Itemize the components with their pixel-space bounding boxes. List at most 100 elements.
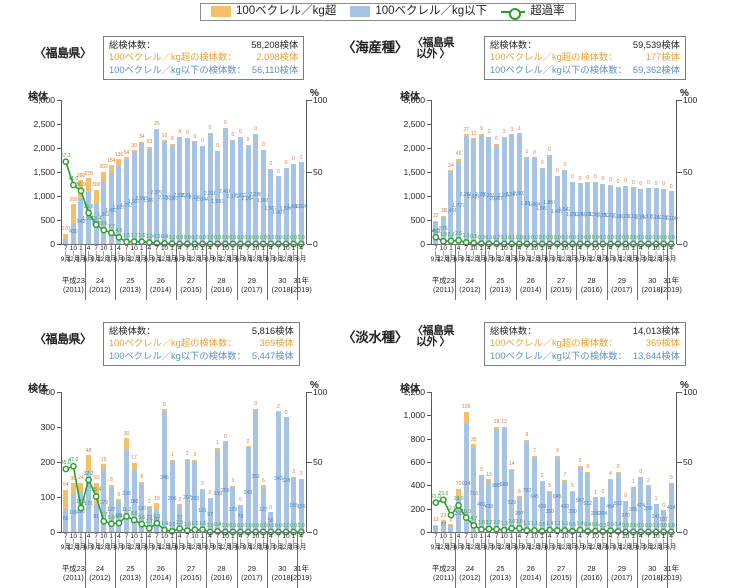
rate-label: 0.0 — [252, 524, 259, 529]
y-tick-label: 2,500 — [33, 119, 55, 129]
rate-label: 7.7 — [108, 225, 115, 230]
rate-label: 0.0 — [523, 236, 530, 241]
summary-total-row: 総検体数：5,816検体 — [109, 325, 294, 337]
legend-item-rate: 超過率 — [501, 6, 565, 18]
rate-label: 57.1 — [61, 154, 71, 159]
summary-over-value: 369検体 — [646, 337, 680, 349]
rate-label: 7.7 — [100, 513, 107, 518]
legend-label-rate: 超過率 — [530, 6, 565, 18]
rate-label: 0.0 — [290, 236, 297, 241]
summary-over-label: 100ベクレル／kg超の検体数： — [109, 337, 237, 349]
rate-label: 0.9 — [607, 523, 614, 528]
rate-label: 0.0 — [298, 236, 305, 241]
rate-line-marker — [471, 523, 476, 528]
rate-label: 1.4 — [577, 522, 584, 527]
rate-label: 2.0 — [493, 521, 500, 526]
x-year-era: 31年 — [278, 276, 324, 285]
rate-line-marker — [448, 238, 453, 243]
y2-tick-label: 50 — [313, 167, 323, 177]
rate-label: 0.5 — [539, 523, 546, 528]
rate-label: 23.0 — [438, 492, 448, 497]
rate-label: 0.0 — [516, 236, 523, 241]
y2-tick-mark — [307, 392, 312, 393]
rate-label: 4.6 — [115, 229, 122, 234]
x-month-end: 6月 — [296, 544, 306, 551]
rate-label: 0.0 — [222, 236, 229, 241]
rate-label: 0.0 — [554, 236, 561, 241]
summary-total-value: 58,208検体 — [251, 39, 298, 51]
y-tick-label: 0 — [420, 239, 425, 249]
rate-label: 1.1 — [554, 522, 561, 527]
rate-line-marker — [486, 526, 491, 531]
legend-swatch-over-icon — [211, 6, 231, 17]
summary-total-value: 14,013検体 — [633, 325, 680, 337]
rate-line-marker — [101, 519, 106, 524]
x-year-western: (2019) — [278, 573, 324, 582]
y2-tick-mark — [677, 532, 682, 533]
rate-line-marker — [94, 222, 99, 227]
x-year-era: 31年 — [648, 564, 694, 573]
y-tick-label: 600 — [411, 457, 425, 467]
rate-label: 0.0 — [622, 524, 629, 529]
rate-label: 1.5 — [191, 522, 198, 527]
rate-line-marker — [78, 188, 83, 193]
rate-line-marker — [86, 210, 91, 215]
x-year-label: 31年(2019) — [278, 564, 324, 582]
rate-label: 0.0 — [668, 524, 675, 529]
rate-label: 5.6 — [138, 516, 145, 521]
rate-label: 2.7 — [146, 520, 153, 525]
legend-label-over: 100ベクレル／kg超 — [236, 6, 336, 18]
rate-label: 37.2 — [84, 472, 94, 477]
rate-line-marker — [509, 526, 514, 531]
rate-label: 0.4 — [615, 523, 622, 528]
y2-tick-label: 100 — [313, 95, 327, 105]
rate-label: 1.4 — [161, 522, 168, 527]
y2-tick-label: 100 — [313, 387, 327, 397]
rate-label: 1.6 — [199, 522, 206, 527]
rate-label: 0.0 — [252, 236, 259, 241]
panel-pref-label-marine-non-fukushima: 〈福島県以外 〉 — [412, 38, 454, 60]
summary-under-row: 100ベクレル／kg以下の検体数：5,447検体 — [109, 350, 294, 362]
x-year-label: 31年(2019) — [648, 276, 694, 294]
y2-tick-mark — [677, 392, 682, 393]
rate-label: 1.8 — [478, 521, 485, 526]
summary-over-label: 100ベクレル／kg超の検体数： — [109, 51, 237, 63]
y-tick-label: 1,500 — [403, 167, 425, 177]
rate-line-layer — [62, 392, 305, 532]
rate-line-marker — [109, 521, 114, 526]
rate-label: 0.4 — [214, 523, 221, 528]
summary-under-label: 100ベクレル／kg以下の検体数： — [490, 350, 627, 362]
legend-label-under: 100ベクレル／kg以下 — [375, 6, 487, 18]
rate-line-marker — [456, 238, 461, 243]
y-tick-label: 100 — [41, 492, 55, 502]
y2-tick-label: 0 — [313, 527, 318, 537]
x-year-western: (2019) — [278, 285, 324, 294]
rate-label: 1.1 — [523, 522, 530, 527]
rate-label: 4.7 — [432, 229, 439, 234]
y2-tick-label: 100 — [683, 387, 697, 397]
rate-label: 6.3 — [153, 515, 160, 520]
rate-line-marker — [132, 517, 137, 522]
rate-label: 0.0 — [199, 236, 206, 241]
y2-tick-label: 0 — [683, 527, 688, 537]
rate-label: 1.0 — [146, 235, 153, 240]
section-title-freshwater: 〈淡水種〉 — [342, 326, 408, 346]
summary-over-value: 369検体 — [260, 337, 294, 349]
rate-label: 0.0 — [622, 236, 629, 241]
rate-line-marker — [177, 526, 182, 531]
x-year-era: 31年 — [278, 564, 324, 573]
rate-label: 9.6 — [100, 222, 107, 227]
rate-label: 10.3 — [461, 510, 471, 515]
summary-over-row: 100ベクレル／kg超の検体数：177検体 — [490, 51, 680, 63]
rate-label: 0.2 — [493, 236, 500, 241]
rate-label: 0.0 — [298, 524, 305, 529]
y-tick-label: 1,500 — [33, 167, 55, 177]
y2-tick-mark — [677, 172, 682, 173]
rate-label: 1.5 — [123, 234, 130, 239]
x-year-era: 31年 — [648, 276, 694, 285]
rate-line-marker — [101, 228, 106, 233]
rate-label: 0.0 — [546, 236, 553, 241]
rate-label: 12.1 — [446, 507, 456, 512]
rate-label: 0.0 — [645, 236, 652, 241]
